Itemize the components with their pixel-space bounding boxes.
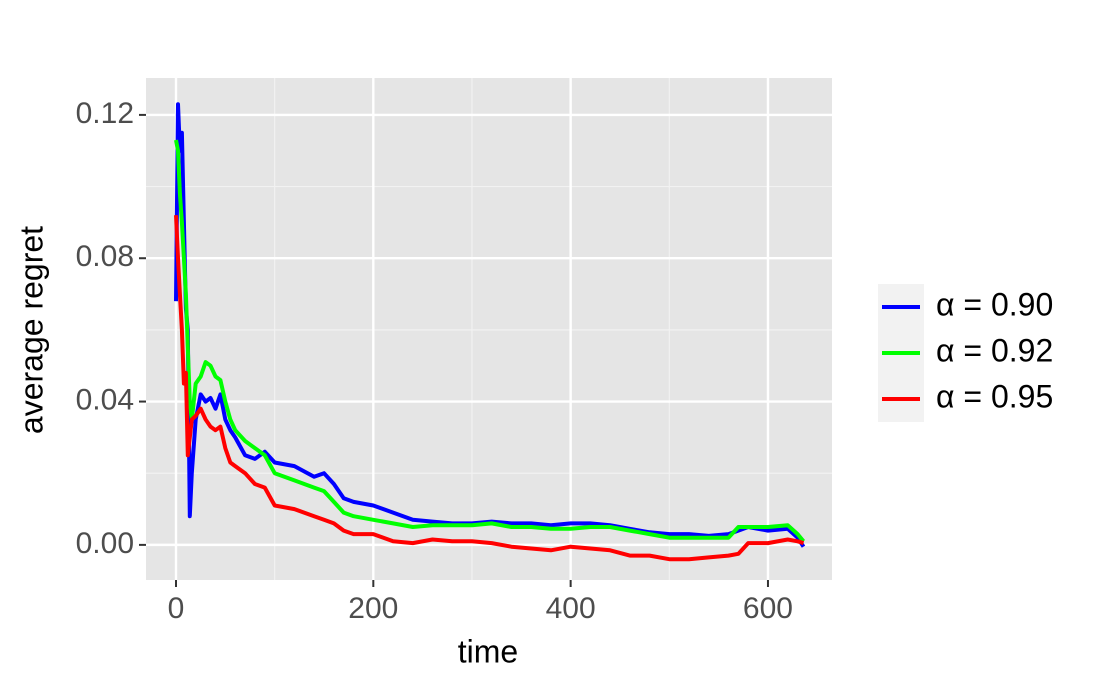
x-axis-title: time [458, 633, 518, 669]
x-tick-label: 200 [348, 592, 398, 625]
y-tick-label: 0.00 [76, 527, 134, 560]
x-tick-label: 600 [743, 592, 793, 625]
y-tick-label: 0.08 [76, 240, 134, 273]
legend-label: α = 0.90 [936, 286, 1053, 322]
x-tick-label: 400 [546, 592, 596, 625]
y-axis-title: average regret [13, 226, 49, 434]
series-line [174, 102, 806, 548]
panel [146, 78, 832, 580]
y-tick-label: 0.04 [76, 383, 134, 416]
x-tick-label: 0 [168, 592, 185, 625]
series-line [174, 139, 806, 543]
legend-label: α = 0.95 [936, 378, 1053, 414]
legend-label: α = 0.92 [936, 332, 1053, 368]
y-tick-label: 0.12 [76, 97, 134, 130]
series-line [174, 215, 805, 562]
